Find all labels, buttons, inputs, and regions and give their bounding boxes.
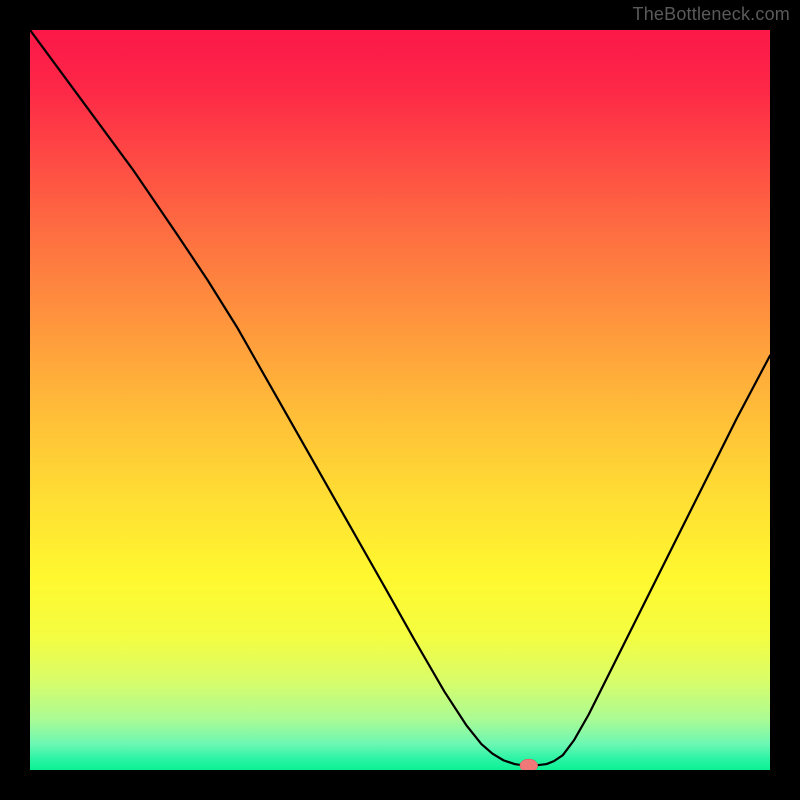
plot-area — [30, 30, 770, 770]
chart-container: TheBottleneck.com — [0, 0, 800, 800]
watermark-label: TheBottleneck.com — [633, 4, 790, 25]
gradient-background — [30, 30, 770, 770]
